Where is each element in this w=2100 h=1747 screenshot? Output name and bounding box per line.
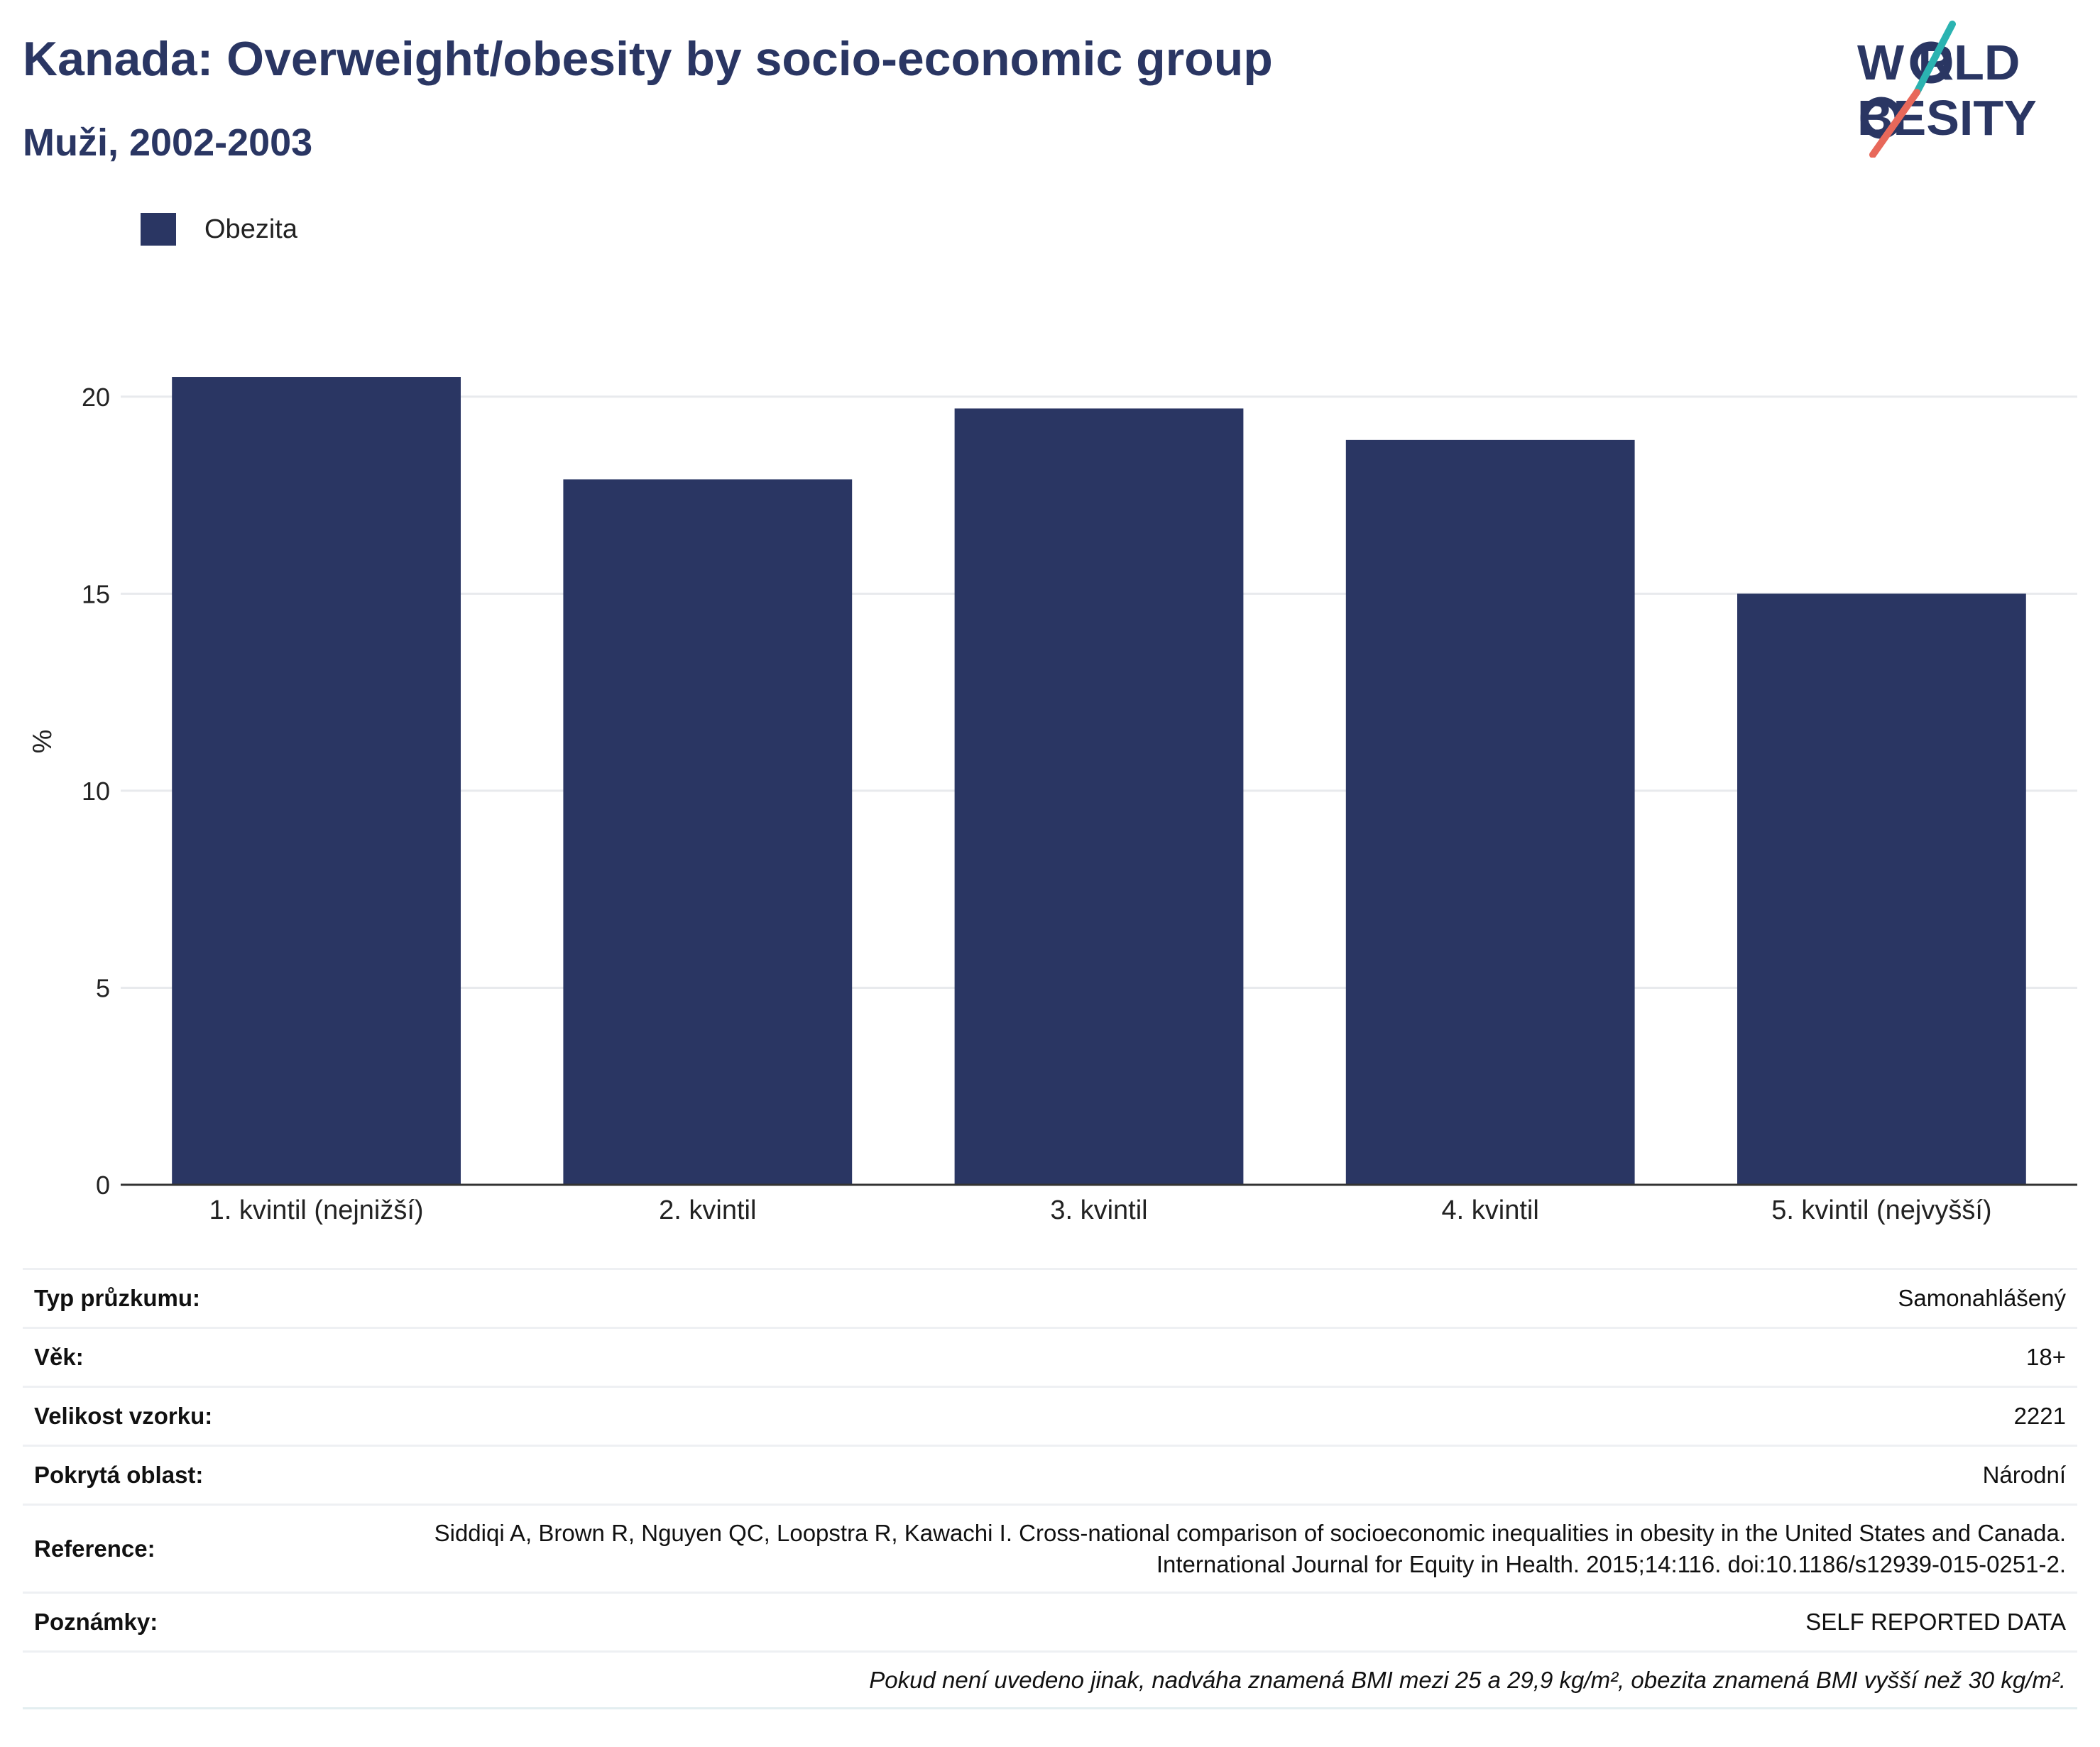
bar-1: [172, 377, 461, 1185]
world-obesity-logo: W RLD BESITY: [1857, 21, 2037, 158]
info-table: Typ průzkumu: Samonahlášený Věk: 18+ Velikos…: [23, 1268, 2077, 1709]
chart-title: Kanada: Overweight/obesity by socio-econ…: [23, 32, 1273, 86]
y-tick-label: 0: [96, 1171, 110, 1200]
bar-4: [1345, 439, 1635, 1185]
x-tick-label: 5. kvintil (nejvyšší): [1771, 1195, 1991, 1225]
info-key: Pokrytá oblast:: [34, 1462, 204, 1488]
info-row: Velikost vzorku: 2221: [23, 1386, 2077, 1445]
y-tick-label: 20: [82, 383, 110, 412]
y-tick-label: 10: [82, 777, 110, 806]
y-tick-label: 5: [96, 973, 110, 1002]
legend: Obezita: [141, 213, 297, 246]
info-value: Siddiqi A, Brown R, Nguyen QC, Loopstra …: [434, 1519, 2066, 1577]
info-key: Věk:: [34, 1344, 84, 1370]
info-key: Typ průzkumu:: [34, 1285, 201, 1311]
info-value: Národní: [1982, 1462, 2066, 1488]
logo-slash-bottom: [1869, 89, 1920, 158]
bar-5: [1737, 593, 2026, 1185]
info-row: Pokrytá oblast: Národní: [23, 1445, 2077, 1504]
legend-swatch-obezita: [141, 213, 176, 246]
x-tick-label: 4. kvintil: [1442, 1195, 1539, 1225]
x-tick-label: 1. kvintil (nejnižší): [209, 1195, 424, 1225]
y-axis-title: %: [28, 730, 58, 754]
info-key: Reference:: [34, 1535, 155, 1562]
logo-slash-top: [1913, 21, 1956, 96]
x-tick-label: 2. kvintil: [659, 1195, 756, 1225]
chart-subtitle: Muži, 2002-2003: [23, 121, 313, 164]
info-row: Poznámky: SELF REPORTED DATA: [23, 1592, 2077, 1650]
bar-3: [954, 408, 1244, 1185]
bar-chart: 0 5 10 15 20% 1. kvintil (nejnižší) 2. kvintil…: [28, 377, 2077, 1225]
info-key: Velikost vzorku:: [34, 1403, 213, 1429]
y-tick-label: 15: [82, 579, 110, 608]
x-tick-label: 3. kvintil: [1050, 1195, 1147, 1225]
footnote-row: Pokud není uvedeno jinak, nadváha znamen…: [23, 1650, 2077, 1709]
footnote: Pokud není uvedeno jinak, nadváha znamen…: [869, 1666, 2066, 1693]
info-value: Samonahlášený: [1898, 1285, 2066, 1311]
info-row: Typ průzkumu: Samonahlášený: [23, 1268, 2077, 1327]
info-value: 18+: [2026, 1344, 2066, 1370]
info-value: SELF REPORTED DATA: [1805, 1609, 2066, 1635]
info-row: Reference: Siddiqi A, Brown R, Nguyen QC,…: [23, 1504, 2077, 1592]
bar-2: [563, 479, 853, 1185]
logo-o-1: [1910, 41, 1952, 84]
info-row: Věk: 18+: [23, 1327, 2077, 1386]
legend-label-obezita: Obezita: [204, 214, 297, 244]
info-value: 2221: [2013, 1403, 2066, 1429]
info-key: Poznámky:: [34, 1609, 158, 1635]
